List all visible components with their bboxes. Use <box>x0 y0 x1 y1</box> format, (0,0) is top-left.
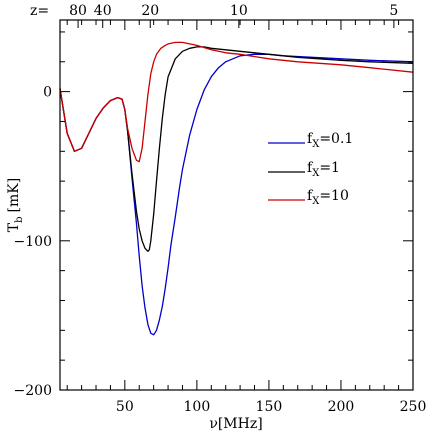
svg-text:Tb[mK]: Tb [mK] <box>6 178 25 232</box>
x-tick-label: 100 <box>184 399 211 415</box>
axis-ticks <box>60 20 414 391</box>
x-axis-label: ν[MHz] <box>209 416 262 432</box>
top-tick-label: 10 <box>230 3 248 19</box>
y-axis-label-main: T <box>6 222 22 232</box>
top-tick-label: 80 <box>69 3 87 19</box>
y-tick-label: 0 <box>43 85 52 101</box>
y-axis-label-unit: [mK] <box>6 178 22 213</box>
y-axis-label-sub: b <box>14 216 25 222</box>
top-tick-label: 5 <box>389 3 398 19</box>
top-axis-prefix: z= <box>30 3 49 19</box>
x-tick-label: 200 <box>328 399 355 415</box>
x-tick-label: 50 <box>116 399 134 415</box>
legend-label-fx-0.1: fX=0.1 <box>307 131 353 150</box>
series-line-f-x-1 <box>59 46 414 252</box>
series-line-f-x-0.1 <box>59 53 414 336</box>
x-tick-label: 250 <box>400 399 427 415</box>
legend-label-fx-10: fX=10 <box>307 188 349 207</box>
top-tick-label: 40 <box>94 3 112 19</box>
top-tick-label: 20 <box>141 3 159 19</box>
y-tick-label: −100 <box>14 234 52 250</box>
legend-label-fx-1: fX=1 <box>307 160 340 179</box>
x-tick-label: 150 <box>256 399 283 415</box>
plot-frame <box>59 19 414 391</box>
legend: fX=0.1 fX=1 fX=10 <box>268 131 353 207</box>
plot-curves <box>59 41 414 336</box>
y-axis-label: Tb [mK] <box>6 178 25 232</box>
series-line-f-x-10 <box>59 41 414 163</box>
y-tick-label: −200 <box>14 383 52 399</box>
